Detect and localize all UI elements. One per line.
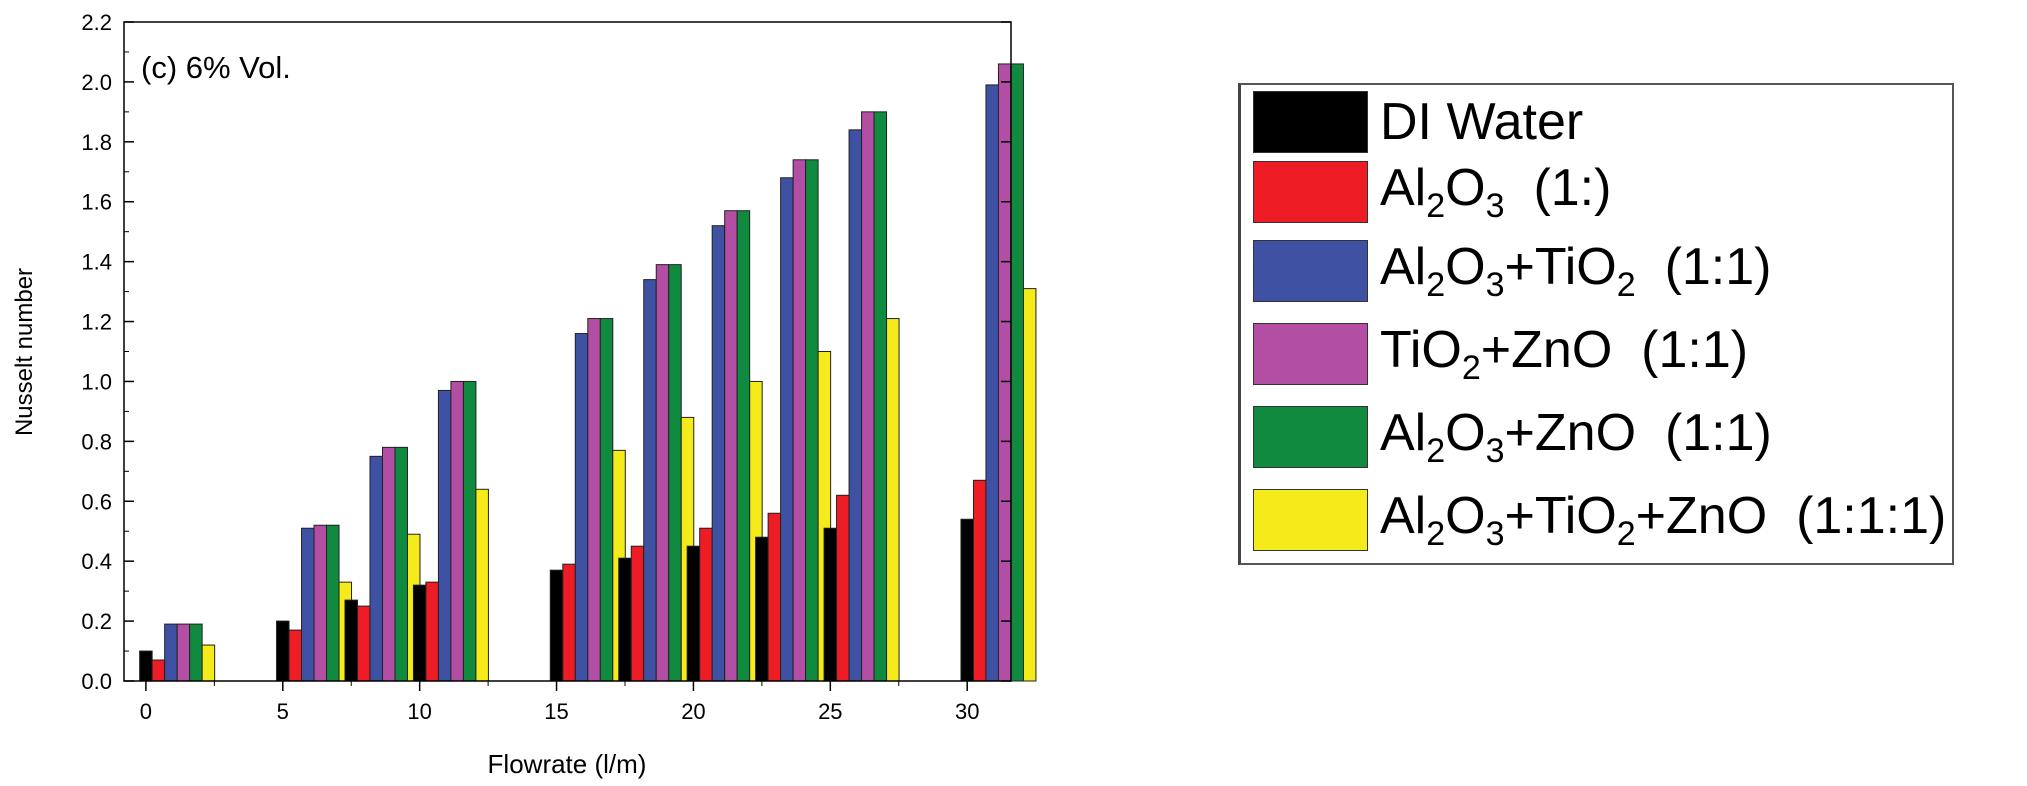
bar [997,63,1012,682]
bar [356,605,371,682]
x-tick-label: 0 [140,699,152,724]
bar [755,536,769,682]
legend-swatch [1253,323,1368,385]
legend-swatch [1253,240,1368,302]
y-tick-label: 0.2 [81,609,112,634]
y-tick-label: 0.8 [81,429,112,454]
y-tick-label: 1.8 [81,130,112,155]
bar [886,318,900,682]
bar [630,545,645,682]
x-tick-label: 30 [955,699,979,724]
nusselt-bar-chart: 0.0 0.2 0.4 0.6 0.8 1.0 1.2 1.4 1.6 1.8 2.0 2.2 0 5 1… [11,10,1037,779]
y-axis: 0.0 0.2 0.4 0.6 0.8 1.0 1.2 1.4 1.6 1.8 2.0 2.2 [81,10,1011,694]
legend-label: Al2O3+ZnO (1:1) [1380,403,1772,470]
bar [139,650,153,682]
y-tick-label: 1.0 [81,369,112,394]
legend-item-al2o3-tio2: Al2O3+TiO2 (1:1) [1253,240,1772,302]
bar [736,210,751,682]
legend-item-di-water: DI Water [1253,91,1583,153]
bar [326,524,340,682]
bar [587,318,601,682]
legend-swatch [1253,489,1368,551]
bar [164,623,178,682]
bar [549,569,564,682]
bar [823,527,838,682]
bar [805,159,819,682]
bar [412,584,427,682]
x-tick-label: 25 [818,699,842,724]
bar [985,84,999,682]
bar [381,446,396,682]
legend-label: TiO2+ZnO (1:1) [1380,320,1749,387]
bar [873,111,888,682]
bar [655,264,670,682]
legend-item-al2o3-tio2-zno: Al2O3+TiO2+ZnO (1:1:1) [1253,489,1946,551]
legend-label: DI Water [1380,93,1584,151]
bar [301,527,315,682]
bar [176,623,191,682]
bar [189,623,203,682]
y-tick-label: 1.6 [81,190,112,215]
bar [960,518,974,682]
bar [711,225,726,682]
y-tick-label: 0.6 [81,489,112,514]
legend-swatch [1253,161,1368,223]
bar [425,581,439,682]
bar [574,333,589,682]
legend-label: Al2O3+TiO2 (1:1) [1380,237,1772,304]
bar [848,129,863,682]
bar [686,545,701,682]
bar [313,524,328,682]
x-axis-label: Flowrate (l/m) [488,749,647,779]
bar [344,599,358,682]
bar [1022,288,1037,682]
chart-annotation: (c) 6% Vol. [141,50,291,85]
bar [462,380,477,682]
bar [288,629,303,682]
y-tick-label: 1.4 [81,250,112,275]
legend-item-tio2-zno: TiO2+ZnO (1:1) [1253,323,1748,385]
bar [437,389,452,682]
bar [276,620,290,682]
bar [450,380,464,682]
y-axis-label: Nusselt number [11,268,38,436]
legend: DI Water Al2O3 (1:) Al2O3+TiO2 (1:1) TiO… [1238,83,1954,565]
bar [699,527,713,682]
x-tick-label: 15 [544,699,568,724]
bar [151,659,166,682]
y-tick-label: 0.0 [81,669,112,694]
bar [792,159,807,682]
legend-label: Al2O3+TiO2+ZnO (1:1:1) [1380,486,1947,553]
x-axis: 0 5 10 15 20 25 30 [140,681,979,724]
y-tick-label: 0.4 [81,549,112,574]
legend-swatch [1253,91,1368,153]
bar [369,455,383,682]
y-tick-label: 2.0 [81,70,112,95]
bar [475,488,489,682]
bar [724,210,738,682]
legend-item-al2o3-zno: Al2O3+ZnO (1:1) [1253,406,1772,468]
bar [618,557,632,682]
bar [643,279,657,682]
bar [767,512,782,682]
bar [780,177,794,682]
bar [668,264,682,682]
y-tick-label: 1.2 [81,310,112,335]
x-tick-label: 10 [407,699,431,724]
bar [201,644,216,682]
bars-group [139,63,1037,682]
legend-swatch [1253,406,1368,468]
bar [599,318,614,682]
bar [972,479,987,682]
legend-label: Al2O3 (1:) [1380,158,1612,225]
x-tick-label: 5 [277,699,289,724]
y-tick-label: 2.2 [81,10,112,35]
bar [562,563,576,682]
bar [1010,63,1024,682]
x-tick-label: 20 [681,699,705,724]
bar [861,111,875,682]
legend-item-al2o3: Al2O3 (1:) [1253,161,1611,223]
bar [836,494,850,682]
bar [394,446,408,682]
